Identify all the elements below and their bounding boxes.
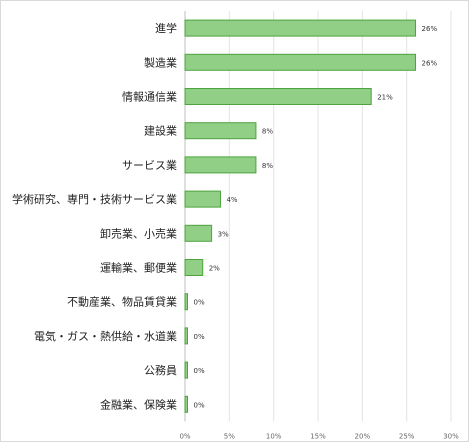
bar [184,190,221,208]
category-label: サービス業 [122,159,177,172]
category-label: 電気・ガス・熱供給・水道業 [34,329,177,343]
data-label: 4% [226,196,237,204]
data-label: 0% [194,299,205,307]
category-label: 建設業 [144,124,177,138]
bar [184,361,188,379]
category-label: 金融業、保険業 [100,397,177,411]
x-tick-label: 20% [355,432,371,440]
data-label: 3% [218,230,229,238]
bar [184,88,372,105]
x-tick-label: 10% [266,432,282,440]
bar [184,156,257,174]
data-label: 8% [262,162,273,170]
data-label: 8% [262,128,273,136]
data-label: 0% [194,333,205,341]
category-label: 公務員 [144,363,177,377]
bar [184,259,204,276]
data-label: 26% [422,59,438,67]
x-tick-label: 30% [443,432,459,440]
category-label: 卸売業、小売業 [100,226,177,240]
category-label: 不動産業、物品賃貸業 [67,295,177,309]
bar [184,122,257,140]
data-label: 21% [377,94,393,102]
x-tick-label: 15% [310,432,326,440]
category-label: 進学 [155,21,177,35]
category-label: 製造業 [144,55,177,69]
bar [184,395,188,413]
x-tick-label: 25% [399,432,415,440]
x-tick-label: 0% [179,432,190,440]
data-label: 0% [194,401,205,409]
data-label: 0% [194,367,205,375]
bar [184,327,188,345]
bar [184,53,417,71]
bar [184,19,417,37]
category-label: 学術研究、専門・技術サービス業 [12,192,177,206]
x-tick-label: 5% [224,432,235,440]
data-label: 26% [422,25,438,33]
bar [184,293,188,311]
bar [184,224,213,242]
category-label: 運輸業、郵便業 [100,261,177,275]
data-label: 2% [209,265,220,273]
category-label: 情報通信業 [122,91,177,104]
